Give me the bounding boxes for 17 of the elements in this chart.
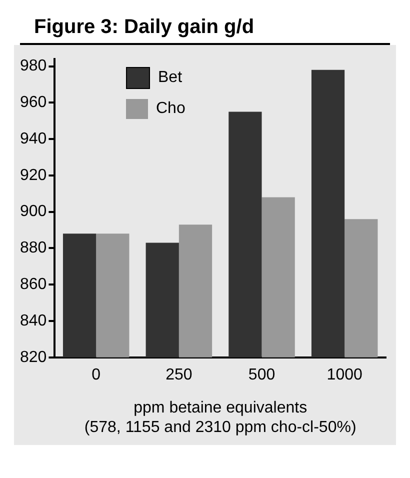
y-tick-label: 820 — [20, 348, 47, 366]
y-tick-label: 940 — [20, 130, 47, 148]
y-tick-label: 960 — [20, 94, 47, 112]
legend-label: Bet — [158, 69, 182, 87]
x-tick-label: 250 — [166, 366, 192, 384]
y-tick-label: 920 — [20, 166, 47, 184]
x-tick-label: 500 — [248, 366, 276, 384]
x-tick-label: 1000 — [326, 366, 362, 384]
x-axis-title: ppm betaine equivalents (578, 1155 and 2310 ppm cho-cl-50%) — [84, 400, 356, 436]
y-tick-label: 880 — [20, 240, 47, 257]
y-tick-label: 900 — [20, 203, 47, 220]
y-tick-label: 840 — [20, 312, 47, 330]
legend-label: Cho — [156, 100, 186, 118]
y-tick-label: 860 — [20, 276, 47, 294]
chart-title: Figure 3: Daily gain g/d — [20, 8, 390, 45]
x-tick-label: 0 — [92, 366, 101, 384]
y-tick-label: 980 — [20, 58, 47, 75]
